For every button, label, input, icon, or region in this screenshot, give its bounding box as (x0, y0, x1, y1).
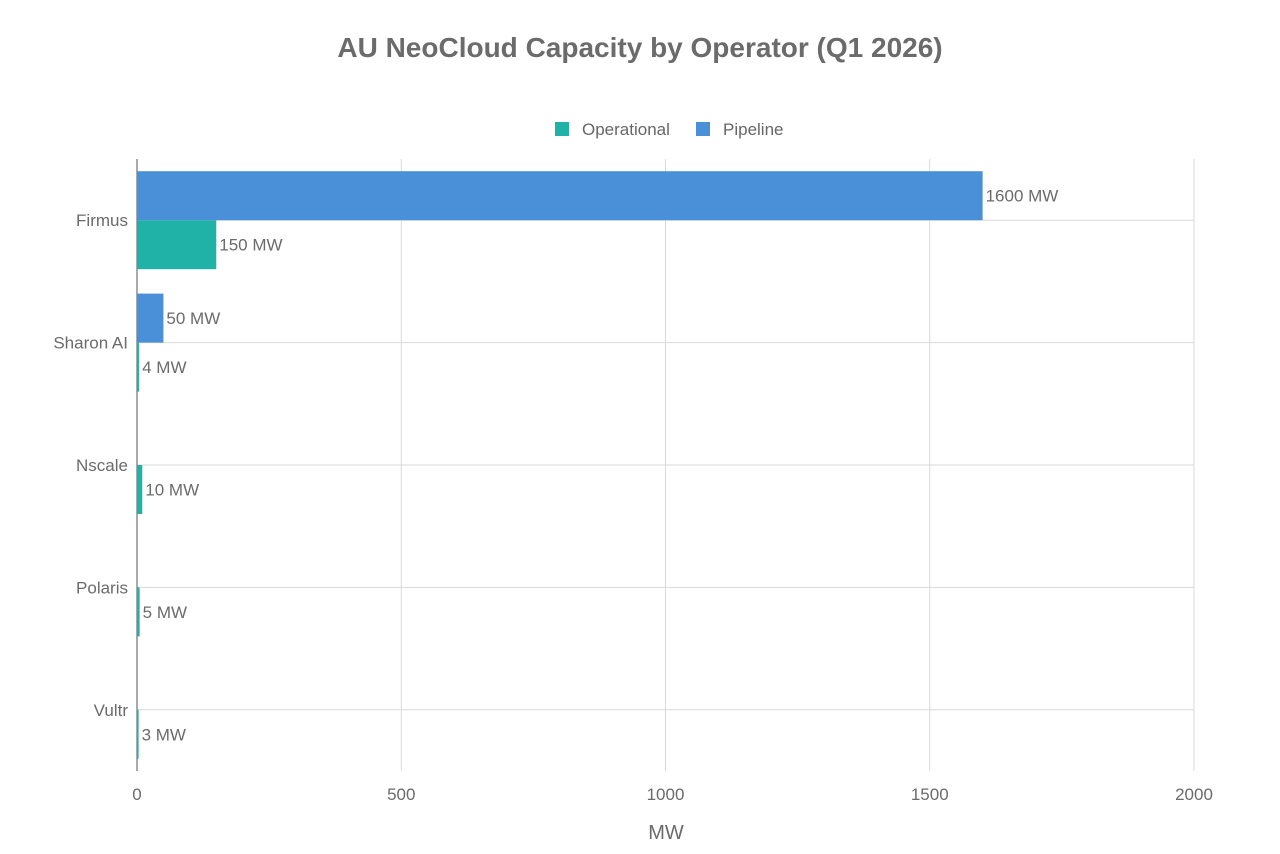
bar-operational-sharon-ai (137, 342, 140, 392)
bar-operational-polaris (137, 587, 140, 637)
bars (137, 171, 983, 759)
data-label: 5 MW (143, 603, 187, 622)
bar-operational-nscale (137, 465, 143, 514)
legend: Operational Pipeline (555, 120, 784, 139)
data-label: 3 MW (142, 725, 186, 744)
bar-operational-firmus (137, 220, 217, 270)
data-label: 10 MW (145, 481, 199, 500)
data-label: 150 MW (219, 236, 282, 255)
bar-pipeline-sharon-ai (137, 293, 164, 343)
data-labels: 150 MW 4 MW 10 MW 5 MW 3 MW 1600 MW 50 MW (142, 187, 1059, 745)
x-tick-label: 0 (132, 785, 141, 804)
data-label: 1600 MW (986, 187, 1059, 206)
grid (136, 159, 1195, 771)
data-label: 50 MW (166, 309, 220, 328)
legend-swatch (696, 122, 710, 136)
data-label: 4 MW (142, 358, 186, 377)
legend-swatch (555, 122, 569, 136)
y-tick-label: Firmus (76, 211, 128, 230)
y-tick-label: Vultr (94, 701, 129, 720)
x-axis-ticks: 0 500 1000 1500 2000 (132, 785, 1213, 804)
x-tick-label: 2000 (1175, 785, 1213, 804)
y-tick-label: Polaris (76, 578, 128, 597)
x-tick-label: 1500 (911, 785, 949, 804)
legend-label: Pipeline (723, 120, 784, 139)
x-tick-label: 1000 (647, 785, 685, 804)
legend-label: Operational (582, 120, 670, 139)
y-axis-ticks: Firmus Sharon AI Nscale Polaris Vultr (53, 211, 128, 720)
bar-operational-vultr (137, 709, 139, 759)
bar-pipeline-firmus (137, 171, 983, 221)
y-tick-label: Nscale (76, 456, 128, 475)
x-tick-label: 500 (387, 785, 415, 804)
chart-title: AU NeoCloud Capacity by Operator (Q1 202… (337, 32, 942, 63)
x-axis-title: MW (648, 822, 684, 844)
y-tick-label: Sharon AI (53, 334, 128, 353)
